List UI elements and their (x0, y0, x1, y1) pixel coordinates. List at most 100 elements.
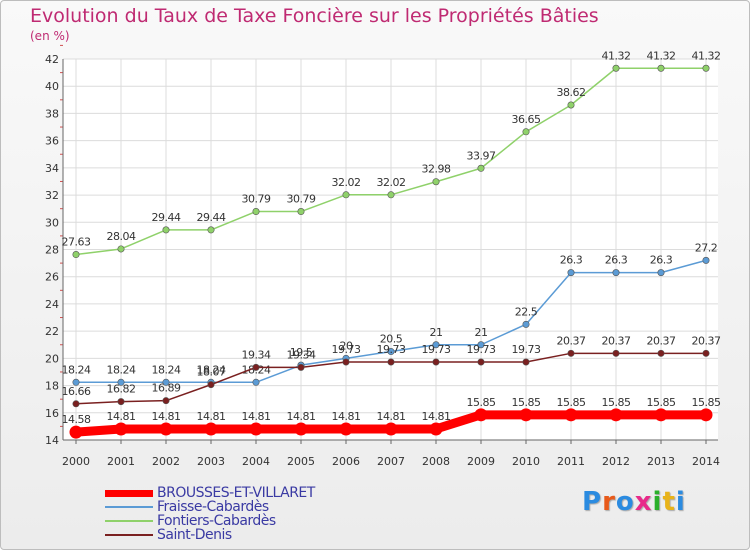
legend-label-saint-denis: Saint-Denis (157, 527, 232, 543)
y-tick-label: 16 (45, 407, 59, 420)
y-tick-label: 26 (45, 271, 59, 284)
data-label: 20.5 (380, 333, 403, 346)
x-tick-label: 2006 (332, 455, 360, 468)
series-1: 18.2418.2418.2418.2418.2419.52020.521212… (62, 241, 718, 386)
y-tick-label: 38 (45, 107, 59, 120)
data-label: 19.34 (242, 348, 271, 361)
data-point (249, 422, 263, 436)
data-point (609, 408, 623, 422)
data-label: 38.62 (557, 86, 586, 99)
data-point (477, 358, 485, 366)
data-label: 41.32 (647, 49, 676, 62)
series-3: 16.66 16.82 16.89 18.07 19.34 19.34 19.73 19.73… (62, 334, 721, 408)
data-label: 14.58 (62, 413, 91, 426)
x-tick-label: 2009 (467, 455, 495, 468)
logo-letter: x (634, 487, 653, 517)
chart-title: Evolution du Taux de Taxe Foncière sur l… (30, 5, 599, 27)
data-point (432, 341, 440, 349)
legend-label-brousses: BROUSSES-ET-VILLARET (157, 485, 315, 501)
series-0: 14.58 14.81 14.81 14.81 14.81 14.81 14.81 14.81… (62, 396, 721, 439)
x-tick-label: 2003 (197, 455, 225, 468)
logo-letter: r (602, 487, 616, 517)
data-point (162, 378, 170, 386)
data-label: 18.24 (152, 363, 181, 376)
data-point (432, 358, 440, 366)
y-tick-label: 14 (45, 434, 59, 447)
x-tick-label: 2012 (602, 455, 630, 468)
x-tick-label: 2011 (557, 455, 585, 468)
data-point (612, 269, 620, 277)
data-label: 14.81 (152, 410, 181, 423)
x-tick-label: 2013 (647, 455, 675, 468)
logo-letter: i (652, 487, 663, 517)
data-point (342, 191, 350, 199)
data-point (477, 164, 485, 172)
data-label: 19.73 (467, 343, 496, 356)
data-point (522, 128, 530, 136)
legend-swatch-fontiers (105, 520, 153, 522)
data-label: 36.65 (512, 113, 541, 126)
legend-label-fraisse: Fraisse-Cabardès (157, 499, 269, 515)
data-label: 30.79 (242, 193, 271, 206)
legend-item-brousses: BROUSSES-ET-VILLARET (105, 485, 315, 501)
unit-label: (en %) (30, 29, 70, 43)
y-tick-label: 22 (45, 325, 59, 338)
data-label: 20.37 (602, 334, 631, 347)
data-label: 14.81 (287, 410, 316, 423)
data-label: 33.97 (467, 149, 496, 162)
data-point (567, 349, 575, 357)
legend-label-fontiers: Fontiers-Cabardès (157, 513, 276, 529)
data-label: 14.81 (422, 410, 451, 423)
data-label: 26.3 (605, 254, 628, 267)
data-point (342, 358, 350, 366)
data-label: 26.3 (560, 254, 583, 267)
data-label: 20 (340, 339, 353, 352)
data-point (612, 64, 620, 72)
data-point (567, 101, 575, 109)
data-point (162, 226, 170, 234)
data-point (207, 226, 215, 234)
data-point (114, 422, 128, 436)
data-point (519, 408, 533, 422)
data-point (612, 349, 620, 357)
data-label: 27.63 (62, 236, 91, 249)
data-point (159, 422, 173, 436)
legend-item-fraisse: Fraisse-Cabardès (105, 499, 315, 515)
legend-swatch-saint-denis (105, 534, 153, 536)
data-label: 19.73 (332, 343, 361, 356)
x-tick-label: 2001 (107, 455, 135, 468)
data-point (477, 341, 485, 349)
data-point (702, 64, 710, 72)
x-tick-label: 2005 (287, 455, 315, 468)
data-label: 30.79 (287, 193, 316, 206)
data-point (72, 251, 80, 259)
data-point (429, 422, 443, 436)
data-label: 14.81 (377, 410, 406, 423)
data-point (432, 178, 440, 186)
data-label: 19.73 (377, 343, 406, 356)
y-tick-label: 32 (45, 189, 59, 202)
data-point (567, 269, 575, 277)
data-label: 26.3 (650, 254, 673, 267)
y-tick-label: 30 (45, 216, 59, 229)
data-label: 15.85 (557, 396, 586, 409)
data-point (657, 64, 665, 72)
data-point (117, 398, 125, 406)
data-point (72, 400, 80, 408)
data-point (117, 245, 125, 253)
data-point (387, 348, 395, 356)
data-label: 41.32 (692, 49, 721, 62)
data-label: 19.73 (512, 343, 541, 356)
data-point (294, 422, 308, 436)
data-label: 22.5 (515, 305, 538, 318)
data-point (339, 422, 353, 436)
data-point (522, 358, 530, 366)
data-label: 21 (475, 326, 488, 339)
logo-letter: o (615, 487, 635, 517)
data-point (117, 378, 125, 386)
data-point (657, 269, 665, 277)
data-point (387, 358, 395, 366)
data-label: 21 (430, 326, 443, 339)
data-point (252, 363, 260, 371)
x-tick-label: 2010 (512, 455, 540, 468)
